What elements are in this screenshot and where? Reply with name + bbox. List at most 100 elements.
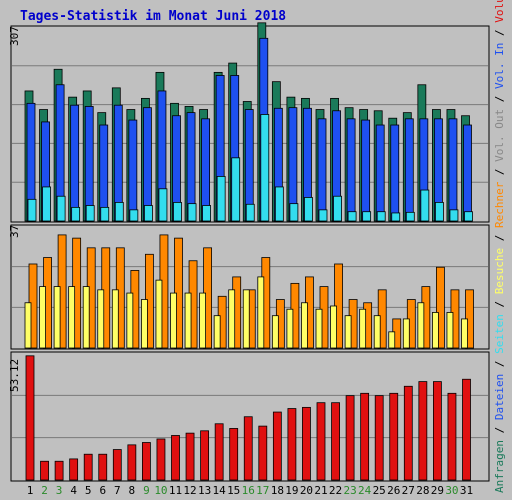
seiten-bar: [376, 211, 386, 222]
besuche-bar: [330, 305, 337, 349]
x-tick-label: 18: [271, 484, 284, 497]
besuche-bar: [199, 292, 207, 349]
legend-entry: Vol. In: [493, 43, 506, 89]
seiten-bar: [85, 205, 95, 222]
volumen-bar: [141, 442, 151, 481]
besuche-bar: [228, 289, 236, 349]
volumen-bar: [302, 406, 311, 481]
seiten-bar: [260, 114, 270, 222]
besuche-bar: [170, 292, 177, 349]
besuche-bar: [431, 312, 439, 349]
right-legend: Anfragen / Dateien / Seiten / Besuche / …: [493, 0, 506, 493]
seiten-bar: [56, 195, 66, 222]
middle-panel-max-label: 37: [8, 225, 21, 238]
seiten-bar: [143, 205, 153, 222]
besuche-bar: [97, 289, 105, 349]
x-tick-label: 5: [85, 484, 92, 497]
volumen-bar: [171, 435, 180, 481]
legend-entry: Anfragen: [493, 440, 506, 493]
top-panel-max-label: 307: [8, 26, 21, 46]
volumen-bar: [331, 402, 340, 481]
dateien-bar: [375, 124, 385, 222]
volumen-bar: [127, 444, 137, 481]
besuche-bar: [213, 315, 221, 349]
x-tick-label: 23: [343, 484, 356, 497]
dateien-bar: [361, 119, 371, 222]
volumen-bar: [214, 423, 224, 481]
besuche-bar: [24, 302, 32, 349]
volumen-bar: [418, 381, 428, 481]
x-tick-label: 10: [154, 484, 167, 497]
x-tick-label: 16: [242, 484, 255, 497]
x-tick-label: 27: [402, 484, 415, 497]
x-tick-label: 17: [256, 484, 269, 497]
seiten-bar: [187, 203, 197, 222]
besuche-bar: [344, 315, 352, 349]
legend-entry: Volumen: [493, 0, 506, 23]
legend-entry: Seiten: [493, 314, 506, 354]
volumen-bar: [462, 378, 471, 481]
x-tick-label: 4: [70, 484, 77, 497]
dateien-bar: [99, 124, 109, 222]
seiten-bar: [405, 211, 415, 222]
dateien-bar: [404, 118, 414, 222]
dateien-bar: [84, 106, 94, 222]
seiten-bar: [464, 211, 473, 222]
x-tick-label: 14: [213, 484, 227, 497]
x-tick-label: 21: [314, 484, 327, 497]
volumen-bar: [374, 395, 384, 481]
bottom-panel-max-label: 53.12: [8, 359, 21, 392]
volumen-bar: [98, 453, 108, 481]
x-tick-label: 29: [431, 484, 444, 497]
seiten-bar: [347, 211, 357, 222]
dateien-bar: [463, 124, 472, 222]
besuche-bar: [446, 312, 454, 349]
dateien-bar: [390, 124, 400, 222]
besuche-bar: [286, 308, 294, 349]
seiten-bar: [274, 186, 284, 222]
legend-entry: Rechner: [493, 181, 506, 228]
besuche-bar: [39, 286, 46, 349]
seiten-bar: [449, 209, 459, 222]
x-tick-label: 30: [445, 484, 458, 497]
seiten-bar: [289, 203, 299, 222]
seiten-bar: [216, 176, 226, 222]
x-tick-label: 1: [27, 484, 34, 497]
volumen-bar: [287, 408, 297, 481]
seiten-bar: [27, 198, 37, 222]
volumen-bar: [432, 381, 442, 481]
volumen-bar: [40, 460, 49, 481]
legend-entry: Dateien: [493, 374, 506, 420]
bar-marks: [24, 22, 474, 481]
besuche-bar: [242, 289, 250, 349]
middle-panel-frame: [10, 224, 490, 350]
bottom-panel-frame: [10, 351, 490, 482]
x-tick-label: 19: [285, 484, 298, 497]
besuche-bar: [301, 302, 308, 349]
seiten-bar: [71, 206, 81, 222]
legend-entry: Vol. Out: [493, 109, 506, 162]
volumen-bar: [243, 416, 253, 481]
x-tick-label: 3: [56, 484, 63, 497]
volumen-bar: [229, 428, 239, 481]
top-panel-frame: [10, 25, 490, 223]
besuche-bar: [53, 286, 61, 349]
x-axis-labels: 1 2 3 4 5 6 7 8 9 10 11 12 13 14 15 16 17 18 19 20 21 22 23 24 2…: [27, 484, 473, 497]
x-tick-label: 12: [183, 484, 196, 497]
volumen-bar: [156, 438, 166, 481]
seiten-bar: [202, 205, 212, 222]
besuche-bar: [155, 279, 163, 349]
x-tick-label: 24: [358, 484, 372, 497]
volumen-bar: [200, 430, 210, 481]
volumen-bar: [69, 458, 79, 481]
x-tick-label: 15: [227, 484, 240, 497]
dateien-bar: [128, 119, 138, 222]
besuche-bar: [111, 289, 119, 349]
besuche-bar: [388, 331, 396, 349]
seiten-bar: [114, 202, 124, 222]
besuche-bar: [373, 315, 381, 349]
x-tick-label: 11: [169, 484, 182, 497]
legend-entry: Besuche: [493, 248, 506, 294]
legend-separator: /: [493, 23, 506, 43]
